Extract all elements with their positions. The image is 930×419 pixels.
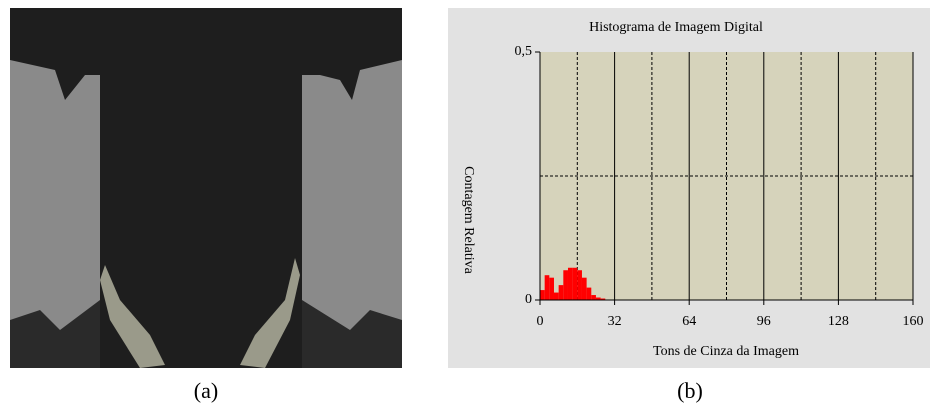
histogram-bar: [559, 285, 564, 300]
x-axis-label: Tons de Cinza da Imagem: [653, 344, 799, 359]
y-tick-label: 0: [525, 292, 532, 307]
x-tick-label: 96: [757, 314, 771, 329]
histogram-bar: [577, 270, 582, 300]
histogram-bar: [554, 293, 559, 300]
x-tick-label: 32: [608, 314, 622, 329]
histogram-bar: [582, 278, 587, 300]
x-tick-label: 64: [682, 314, 696, 329]
y-tick-label: 0,5: [515, 44, 533, 59]
histogram-bar: [563, 270, 568, 300]
histogram-bar: [587, 288, 592, 300]
y-axis-label: Contagem Relativa: [461, 166, 476, 274]
x-tick-label: 128: [828, 314, 849, 329]
histogram-bar: [540, 290, 545, 300]
x-tick-label: 0: [537, 314, 544, 329]
histogram-bar: [549, 278, 554, 300]
chart-title: Histograma de Imagem Digital: [589, 20, 763, 35]
histogram-bar: [573, 268, 578, 300]
ct-image: [10, 8, 402, 368]
histogram-bar: [545, 275, 550, 300]
caption: (b): [677, 378, 703, 403]
x-tick-label: 160: [903, 314, 924, 329]
histogram-bar: [568, 268, 573, 300]
histogram-bar: [591, 295, 596, 300]
caption: (a): [194, 378, 218, 403]
